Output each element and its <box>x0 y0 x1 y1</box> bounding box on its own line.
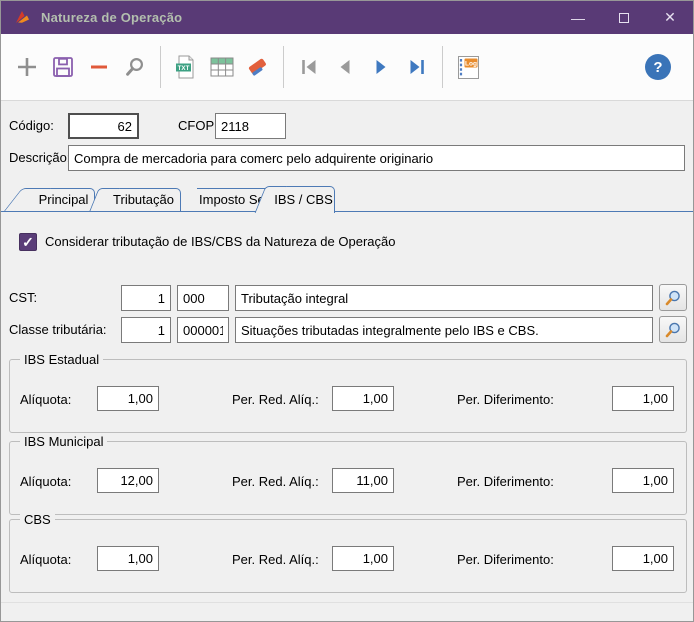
tab-ibs-cbs[interactable]: IBS / CBS <box>273 186 335 213</box>
per-red-aliq-input[interactable] <box>332 386 394 411</box>
tab-bar: Principal Tributação Imposto Seletivo IB… <box>1 185 693 213</box>
codigo-label: Código: <box>9 118 54 133</box>
per-diferimento-input[interactable] <box>612 468 674 493</box>
magnifier-icon <box>126 57 144 76</box>
group-ibs-municipal: IBS Municipal Alíquota: Per. Red. Alíq.:… <box>9 433 687 515</box>
window-title: Natureza de Operação <box>41 10 183 25</box>
search-button[interactable] <box>117 48 153 86</box>
codigo-input[interactable] <box>68 113 139 139</box>
floppy-icon <box>53 57 73 77</box>
per-diferimento-input[interactable] <box>612 386 674 411</box>
lookup-magnifier-icon <box>665 290 680 305</box>
group-ibs-estadual: IBS Estadual Alíquota: Per. Red. Alíq.: … <box>9 351 687 433</box>
cst-num-input[interactable] <box>121 285 171 311</box>
first-record-button[interactable] <box>291 48 327 86</box>
titlebar: Natureza de Operação — ✕ <box>1 1 693 34</box>
maximize-icon <box>619 12 629 23</box>
nav-prev-icon <box>340 60 350 74</box>
per-red-aliq-label: Per. Red. Alíq.: <box>232 474 319 489</box>
per-red-aliq-input[interactable] <box>332 546 394 571</box>
per-diferimento-label: Per. Diferimento: <box>457 392 554 407</box>
classe-num-input[interactable] <box>121 317 171 343</box>
export-txt-button[interactable]: TXT <box>168 48 204 86</box>
per-red-aliq-label: Per. Red. Alíq.: <box>232 552 319 567</box>
per-diferimento-input[interactable] <box>612 546 674 571</box>
group-title: IBS Estadual <box>20 351 104 368</box>
svg-text:TXT: TXT <box>178 65 190 72</box>
txt-file-icon: TXT <box>176 55 194 79</box>
lookup-magnifier-icon <box>665 322 680 337</box>
aliquota-input[interactable] <box>97 546 159 571</box>
tab-principal[interactable]: Principal <box>33 188 95 211</box>
per-diferimento-label: Per. Diferimento: <box>457 474 554 489</box>
aliquota-input[interactable] <box>97 468 159 493</box>
close-button[interactable]: ✕ <box>664 9 676 25</box>
per-red-aliq-input[interactable] <box>332 468 394 493</box>
save-button[interactable] <box>45 48 81 86</box>
cst-code-input[interactable] <box>177 285 229 311</box>
checkbox-check-icon: ✓ <box>22 234 34 250</box>
aliquota-input[interactable] <box>97 386 159 411</box>
app-logo-icon <box>14 9 31 26</box>
cst-label: CST: <box>9 290 38 305</box>
toolbar-separator <box>442 46 443 88</box>
considerar-ibs-cbs-checkbox[interactable]: ✓ <box>19 233 37 251</box>
aliquota-label: Alíquota: <box>20 392 72 407</box>
table-icon <box>210 57 234 77</box>
group-title: CBS <box>20 511 55 528</box>
add-button[interactable] <box>9 48 45 86</box>
aliquota-label: Alíquota: <box>20 474 72 489</box>
nav-next-icon <box>376 60 386 74</box>
eraser-icon <box>248 58 266 76</box>
next-record-button[interactable] <box>363 48 399 86</box>
grid-view-button[interactable] <box>204 48 240 86</box>
log-book-icon: Log <box>457 55 479 79</box>
help-button[interactable]: ? <box>645 54 671 80</box>
per-red-aliq-label: Per. Red. Alíq.: <box>232 392 319 407</box>
per-diferimento-label: Per. Diferimento: <box>457 552 554 567</box>
toolbar-separator <box>283 46 284 88</box>
nav-first-icon <box>302 60 316 74</box>
toolbar-separator <box>160 46 161 88</box>
status-divider <box>1 602 693 603</box>
plus-icon <box>18 58 36 76</box>
group-cbs: CBS Alíquota: Per. Red. Alíq.: Per. Dife… <box>9 511 687 593</box>
cfop-input[interactable] <box>215 113 286 139</box>
group-title: IBS Municipal <box>20 433 108 450</box>
tab-tributacao[interactable]: Tributação <box>107 188 181 211</box>
minimize-button[interactable]: — <box>571 9 585 26</box>
log-button[interactable]: Log <box>450 48 486 86</box>
svg-text:Log: Log <box>465 60 477 67</box>
maximize-button[interactable] <box>601 1 647 34</box>
cst-desc-input[interactable] <box>235 285 653 311</box>
delete-button[interactable] <box>81 48 117 86</box>
classe-desc-input[interactable] <box>235 317 653 343</box>
descricao-label: Descrição: <box>9 150 71 165</box>
classe-lookup-button[interactable] <box>659 316 687 343</box>
cst-lookup-button[interactable] <box>659 284 687 311</box>
minus-icon <box>91 65 107 69</box>
cfop-label: CFOP: <box>178 118 218 133</box>
classe-tributaria-label: Classe tributária: <box>9 322 107 337</box>
aliquota-label: Alíquota: <box>20 552 72 567</box>
classe-code-input[interactable] <box>177 317 229 343</box>
toolbar: TXT <box>1 34 693 101</box>
descricao-input[interactable] <box>68 145 685 171</box>
last-record-button[interactable] <box>399 48 435 86</box>
considerar-ibs-cbs-label: Considerar tributação de IBS/CBS da Natu… <box>45 234 396 249</box>
clear-button[interactable] <box>240 48 276 86</box>
previous-record-button[interactable] <box>327 48 363 86</box>
nav-last-icon <box>410 60 424 74</box>
tab-baseline <box>1 211 693 212</box>
